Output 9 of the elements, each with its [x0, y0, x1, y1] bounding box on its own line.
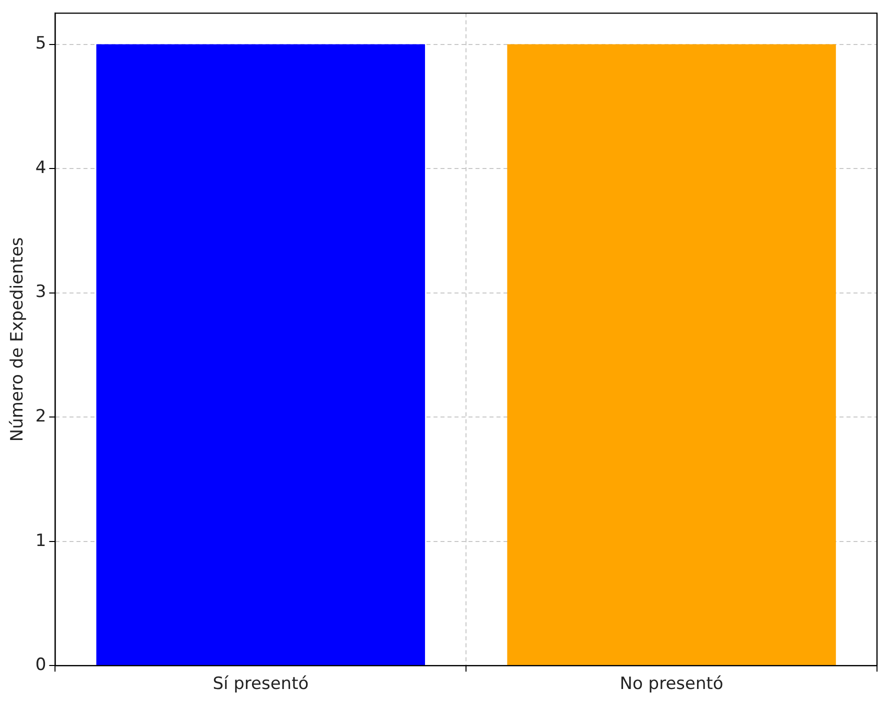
y-tick-label: 1 — [35, 530, 46, 551]
x-tick-label: Sí presentó — [212, 674, 309, 694]
y-tick-label: 0 — [35, 655, 46, 676]
y-tick-label: 4 — [35, 158, 46, 178]
y-tick-label: 2 — [35, 406, 46, 426]
x-tick-label: No presentó — [620, 674, 724, 694]
y-tick-label: 3 — [35, 282, 46, 302]
y-axis-title: Número de Expedientes — [8, 237, 28, 442]
y-tick-label: 5 — [35, 34, 46, 54]
